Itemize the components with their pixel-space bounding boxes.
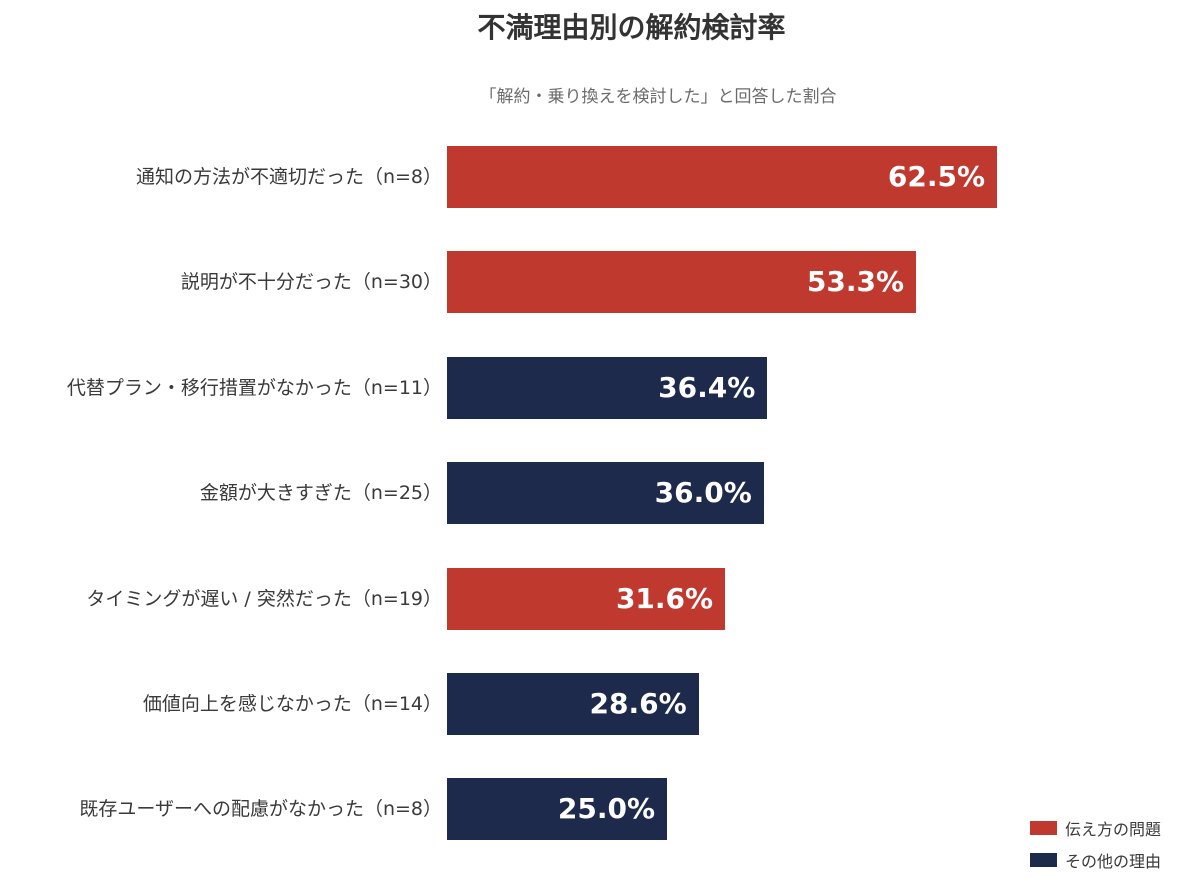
legend-item-other: その他の理由 (1030, 844, 1161, 876)
bar-category-label: 既存ユーザーへの配慮がなかった（n=8） (79, 798, 442, 820)
legend-label: その他の理由 (1065, 852, 1162, 871)
bar-category-label: 説明が不十分だった（n=30） (180, 271, 442, 293)
bar-category-label: 代替プラン・移行措置がなかった（n=11） (66, 377, 442, 399)
bar-row: 説明が不十分だった（n=30） 53.3% (0, 251, 1200, 313)
bar-row: 通知の方法が不適切だった（n=8） 62.5% (0, 146, 1200, 208)
bar-value-label: 25.0% (557, 792, 655, 825)
bar-category-label: 通知の方法が不適切だった（n=8） (135, 166, 442, 188)
legend-swatch (1030, 853, 1057, 867)
bar: 36.4% (447, 357, 768, 419)
bar-value-label: 36.4% (658, 371, 756, 404)
bar-row: 既存ユーザーへの配慮がなかった（n=8） 25.0% (0, 778, 1200, 840)
bar: 28.6% (447, 673, 699, 735)
legend-label: 伝え方の問題 (1065, 820, 1162, 839)
bar: 62.5% (447, 146, 997, 208)
bar: 31.6% (447, 568, 726, 630)
bar-value-label: 62.5% (887, 160, 985, 193)
bar: 53.3% (447, 251, 917, 313)
legend-swatch (1030, 821, 1057, 835)
bar-row: 代替プラン・移行措置がなかった（n=11） 36.4% (0, 357, 1200, 419)
chart-title: 不満理由別の解約検討率 (477, 11, 786, 44)
legend-item-communication: 伝え方の問題 (1030, 812, 1161, 844)
chart-legend: 伝え方の問題 その他の理由 (1030, 812, 1161, 876)
chart-subtitle: 「解約・乗り換えを検討した」と回答した割合 (479, 87, 837, 107)
bar-row: 価値向上を感じなかった（n=14） 28.6% (0, 673, 1200, 735)
bar-category-label: 金額が大きすぎた（n=25） (199, 482, 442, 504)
bar-value-label: 36.0% (654, 476, 752, 509)
bar-row: 金額が大きすぎた（n=25） 36.0% (0, 462, 1200, 524)
bar: 25.0% (447, 778, 667, 840)
bar-category-label: タイミングが遅い / 突然だった（n=19） (86, 588, 442, 610)
bar: 36.0% (447, 462, 764, 524)
bar-value-label: 28.6% (589, 687, 687, 720)
bar-category-label: 価値向上を感じなかった（n=14） (142, 693, 442, 715)
bar-value-label: 31.6% (615, 582, 714, 615)
bar-value-label: 53.3% (806, 265, 905, 298)
bar-row: タイミングが遅い / 突然だった（n=19） 31.6% (0, 568, 1200, 630)
